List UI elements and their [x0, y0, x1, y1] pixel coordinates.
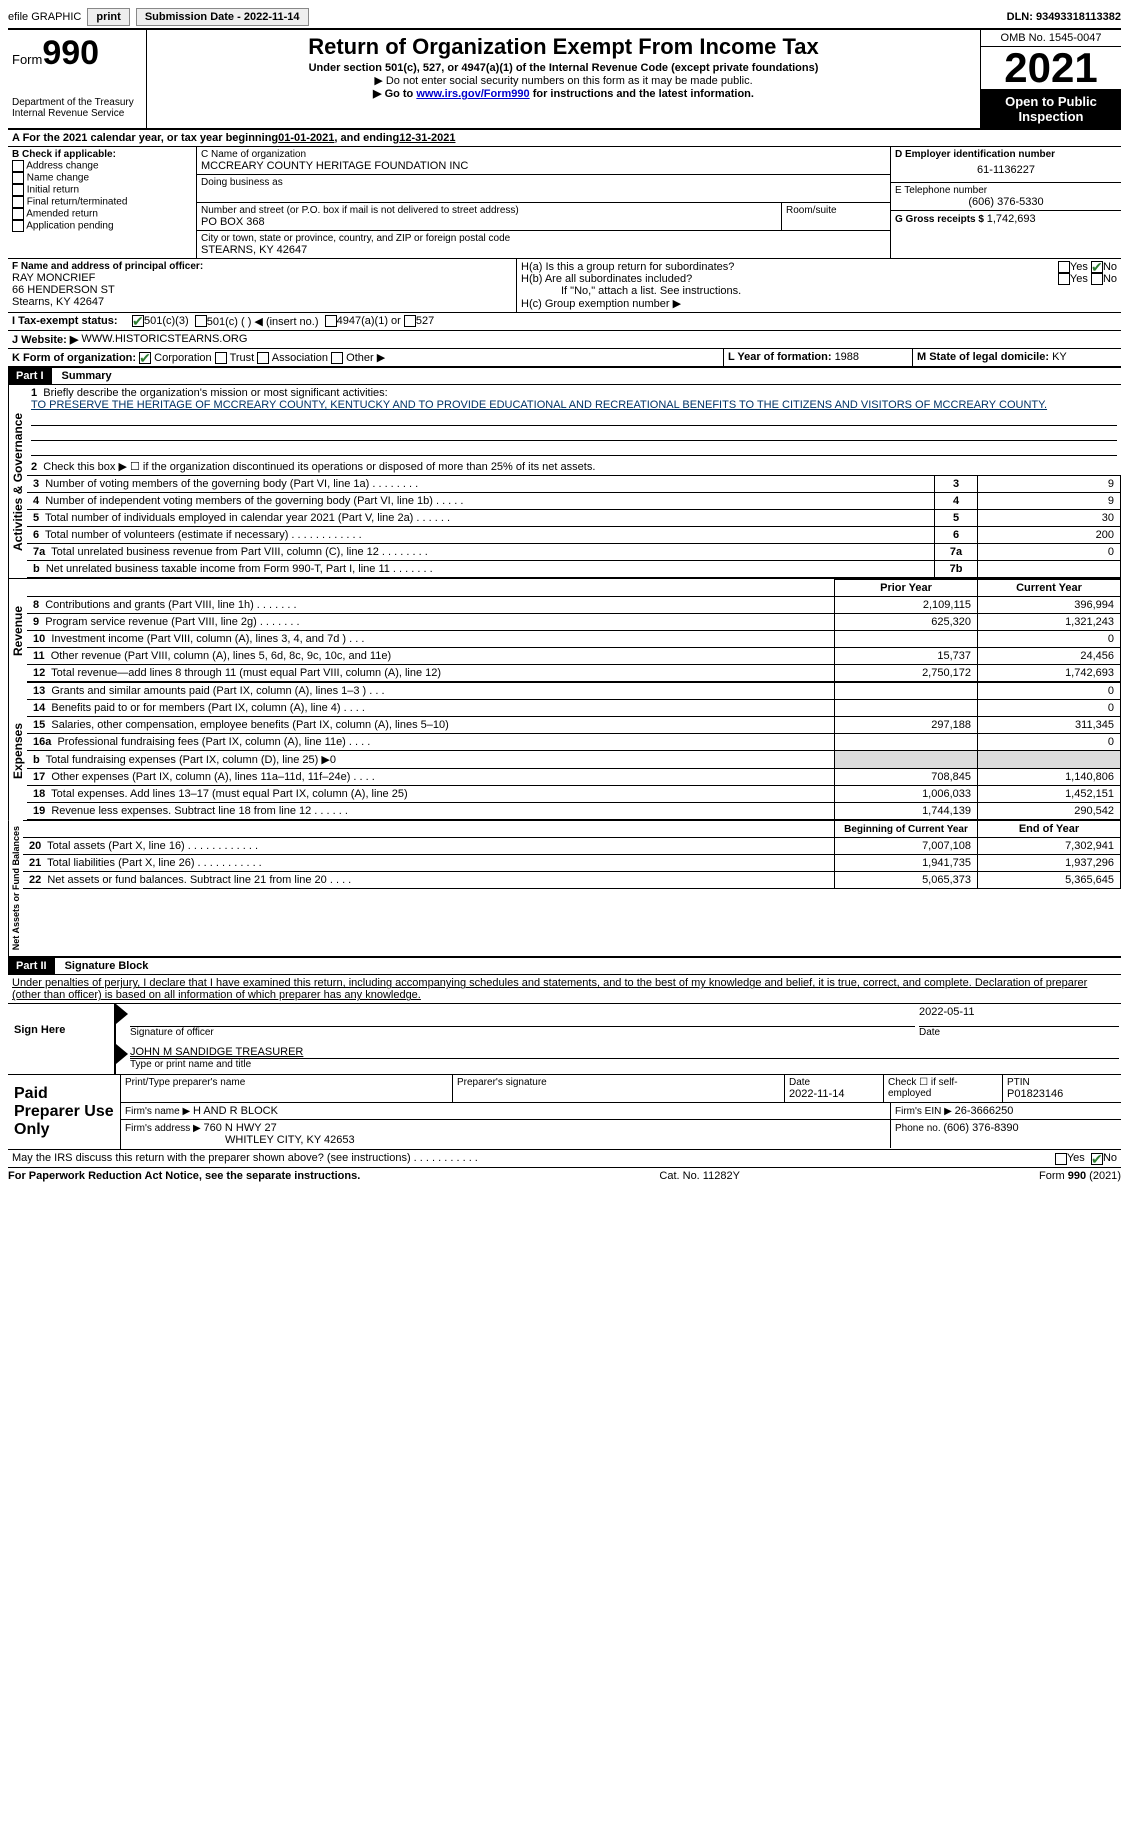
- ha-yes[interactable]: [1058, 261, 1070, 273]
- discuss-yes[interactable]: [1055, 1153, 1067, 1165]
- chk-trust[interactable]: [215, 352, 227, 364]
- open-to-public: Open to Public Inspection: [981, 90, 1121, 128]
- chk-initial[interactable]: [12, 184, 24, 196]
- line-a: A For the 2021 calendar year, or tax yea…: [8, 130, 1121, 147]
- chk-name[interactable]: [12, 172, 24, 184]
- chk-501c3[interactable]: [132, 315, 144, 327]
- dept-treasury: Department of the Treasury: [12, 97, 142, 108]
- entity-block: B Check if applicable: Address change Na…: [8, 147, 1121, 259]
- line-klm: K Form of organization: Corporation Trus…: [8, 349, 1121, 367]
- tab-expenses: Expenses: [8, 682, 27, 820]
- chk-501c[interactable]: [195, 315, 207, 327]
- submission-date-button[interactable]: Submission Date - 2022-11-14: [136, 8, 309, 26]
- dln: DLN: 93493318113382: [1007, 11, 1121, 23]
- ag-table: 3 Number of voting members of the govern…: [27, 475, 1121, 578]
- chk-assoc[interactable]: [257, 352, 269, 364]
- officer-name: RAY MONCRIEF: [12, 272, 512, 284]
- chk-corp[interactable]: [139, 352, 151, 364]
- sig-date: 2022-05-11: [919, 1006, 1119, 1027]
- hb-no[interactable]: [1091, 273, 1103, 285]
- section-deg: D Employer identification number 61-1136…: [890, 147, 1121, 258]
- tab-activities: Activities & Governance: [8, 385, 27, 578]
- officer-name-print: JOHN M SANDIDGE TREASURER: [130, 1046, 1119, 1059]
- sig-arrow-icon-2: [116, 1044, 128, 1064]
- chk-527[interactable]: [404, 315, 416, 327]
- discuss-no[interactable]: [1091, 1153, 1103, 1165]
- state-domicile: KY: [1052, 351, 1067, 363]
- form-ref: Form 990 (2021): [1039, 1170, 1121, 1182]
- sign-here-block: Sign Here Signature of officer 2022-05-1…: [8, 1004, 1121, 1075]
- chk-final[interactable]: [12, 196, 24, 208]
- expenses-section: Expenses 13 Grants and similar amounts p…: [8, 682, 1121, 820]
- header-left: Form990 Department of the Treasury Inter…: [8, 30, 147, 128]
- rev-table: Prior YearCurrent Year 8 Contributions a…: [27, 579, 1121, 682]
- year-formation: 1988: [835, 351, 859, 363]
- irs-link[interactable]: www.irs.gov/Form990: [416, 88, 529, 100]
- ha-no[interactable]: [1091, 261, 1103, 273]
- tax-year: 2021: [981, 47, 1121, 90]
- line-j: J Website: ▶ WWW.HISTORICSTEARNS.ORG: [8, 331, 1121, 349]
- section-b: B Check if applicable: Address change Na…: [8, 147, 197, 258]
- form-title: Return of Organization Exempt From Incom…: [151, 34, 976, 60]
- website: WWW.HISTORICSTEARNS.ORG: [81, 333, 247, 346]
- org-name: MCCREARY COUNTY HERITAGE FOUNDATION INC: [201, 160, 886, 172]
- section-c: C Name of organization MCCREARY COUNTY H…: [197, 147, 890, 258]
- phone: (606) 376-5330: [895, 196, 1117, 208]
- form-header: Form990 Department of the Treasury Inter…: [8, 28, 1121, 130]
- header-right: OMB No. 1545-0047 2021 Open to Public In…: [980, 30, 1121, 128]
- page-footer: For Paperwork Reduction Act Notice, see …: [8, 1168, 1121, 1182]
- tab-revenue: Revenue: [8, 579, 27, 682]
- form-subtitle: Under section 501(c), 527, or 4947(a)(1)…: [151, 62, 976, 74]
- chk-amended[interactable]: [12, 208, 24, 220]
- hb-yes[interactable]: [1058, 273, 1070, 285]
- chk-other[interactable]: [331, 352, 343, 364]
- ssn-warning: ▶ Do not enter social security numbers o…: [151, 74, 976, 87]
- print-button[interactable]: print: [87, 8, 129, 26]
- gross-receipts: 1,742,693: [987, 213, 1036, 225]
- firm-ein: 26-3666250: [955, 1105, 1014, 1117]
- header-center: Return of Organization Exempt From Incom…: [147, 30, 980, 128]
- line-i: I Tax-exempt status: 501(c)(3) 501(c) ( …: [8, 313, 1121, 331]
- exp-table: 13 Grants and similar amounts paid (Part…: [27, 682, 1121, 820]
- firm-name: H AND R BLOCK: [193, 1105, 278, 1117]
- prep-date: 2022-11-14: [789, 1088, 879, 1100]
- chk-address[interactable]: [12, 160, 24, 172]
- goto-line: ▶ Go to www.irs.gov/Form990 for instruct…: [151, 87, 976, 100]
- part-ii-bar: Part II Signature Block: [8, 957, 1121, 975]
- ptin: P01823146: [1007, 1088, 1117, 1100]
- part-i-bar: Part I Summary: [8, 367, 1121, 385]
- prep-phone: (606) 376-8390: [943, 1122, 1018, 1134]
- discuss-line: May the IRS discuss this return with the…: [8, 1150, 1121, 1167]
- chk-pending[interactable]: [12, 220, 24, 232]
- na-table: Beginning of Current YearEnd of Year 20 …: [23, 820, 1121, 889]
- netassets-section: Net Assets or Fund Balances Beginning of…: [8, 820, 1121, 957]
- topbar: efile GRAPHIC print Submission Date - 20…: [8, 8, 1121, 26]
- tab-netassets: Net Assets or Fund Balances: [8, 820, 23, 956]
- efile-label: efile GRAPHIC: [8, 11, 81, 23]
- mission-text: TO PRESERVE THE HERITAGE OF MCCREARY COU…: [31, 399, 1047, 411]
- revenue-section: Revenue Prior YearCurrent Year 8 Contrib…: [8, 578, 1121, 682]
- form-number: 990: [42, 34, 99, 72]
- street: PO BOX 368: [201, 216, 777, 228]
- fh-block: F Name and address of principal officer:…: [8, 259, 1121, 313]
- paid-preparer-block: Paid Preparer Use Only Print/Type prepar…: [8, 1075, 1121, 1150]
- irs-label: Internal Revenue Service: [12, 108, 142, 120]
- chk-4947[interactable]: [325, 315, 337, 327]
- city: STEARNS, KY 42647: [201, 244, 886, 256]
- form-word: Form: [12, 52, 42, 67]
- part-i-body: Activities & Governance 1 Briefly descri…: [8, 385, 1121, 578]
- ein: 61-1136227: [895, 160, 1117, 180]
- sig-arrow-icon: [116, 1004, 128, 1024]
- perjury-text: Under penalties of perjury, I declare th…: [8, 975, 1121, 1004]
